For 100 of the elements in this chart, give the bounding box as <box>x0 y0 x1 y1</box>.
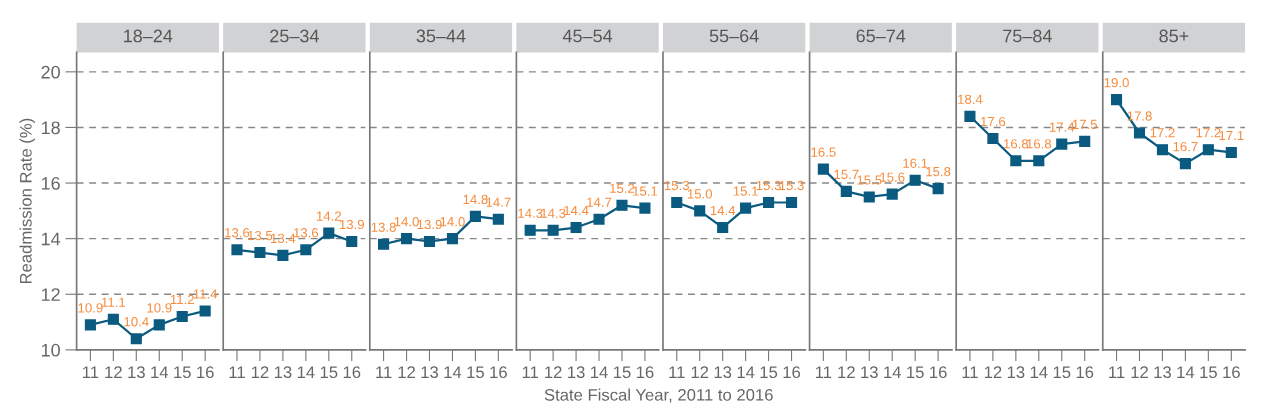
data-label: 13.9 <box>339 219 364 230</box>
x-tick-label: 14 <box>1177 366 1195 378</box>
point <box>1156 144 1168 156</box>
x-tick-label: 12 <box>691 366 709 378</box>
point <box>153 319 165 331</box>
point <box>964 110 976 122</box>
data-label: 14.4 <box>710 206 736 216</box>
chart-title: 45–54 <box>562 29 613 43</box>
chart-title: 55–64 <box>709 29 759 43</box>
x-tick-label: 15 <box>1053 366 1071 379</box>
data-label: 15.3 <box>756 180 781 191</box>
x-tick-label: 16 <box>636 366 654 379</box>
data-label: 17.2 <box>1150 128 1175 138</box>
data-label: 13.4 <box>271 233 296 244</box>
point <box>199 305 211 317</box>
y-axis-title: Readmission Rate (%) <box>19 118 35 284</box>
data-label: 19.0 <box>1104 77 1129 88</box>
x-tick-label: 14 <box>737 366 755 378</box>
data-label: 15.1 <box>633 186 658 196</box>
data-label: 14.2 <box>316 211 341 221</box>
point <box>909 174 921 186</box>
data-label: 10.9 <box>147 303 172 313</box>
point <box>400 233 413 245</box>
x-tick-label: 13 <box>421 366 439 379</box>
chart-title: 85+ <box>1159 29 1189 43</box>
point <box>763 196 775 209</box>
x-tick-label: 13 <box>128 366 145 379</box>
point <box>492 213 504 225</box>
data-label: 15.0 <box>687 189 713 199</box>
chart-title: 75–84 <box>1003 29 1052 43</box>
data-label: 14.4 <box>564 206 589 216</box>
x-tick-label: 12 <box>251 366 269 378</box>
x-tick-label: 16 <box>930 366 947 379</box>
point <box>593 213 605 225</box>
x-tick-label: 15 <box>467 366 484 379</box>
y-tick-label: 16 <box>41 176 60 190</box>
data-label: 13.9 <box>417 219 442 230</box>
data-label: 14.0 <box>440 216 465 227</box>
x-tick-label: 14 <box>297 366 315 378</box>
y-tick-label: 14 <box>41 232 61 246</box>
x-tick-label: 13 <box>1007 366 1025 379</box>
y-tick-label: 12 <box>41 288 60 301</box>
x-tick-label: 16 <box>343 366 361 379</box>
data-label: 11.4 <box>193 289 218 299</box>
data-label: 15.7 <box>834 169 859 180</box>
x-tick-label: 15 <box>760 366 778 379</box>
y-tick-label: 20 <box>41 65 60 79</box>
x-tick-label: 14 <box>591 366 608 378</box>
y-tick-label: 10 <box>41 343 60 357</box>
x-tick-label: 15 <box>320 366 338 379</box>
x-tick-label: 12 <box>105 366 122 378</box>
data-label: 17.2 <box>1196 128 1221 138</box>
chart-title: 18–24 <box>124 29 173 43</box>
point <box>1033 155 1045 167</box>
point <box>1079 135 1091 147</box>
x-tick-label: 12 <box>1131 366 1148 378</box>
x-tick-label: 11 <box>83 366 99 378</box>
point <box>346 235 358 247</box>
point <box>987 133 999 145</box>
x-tick-label: 13 <box>568 366 585 379</box>
x-tick-label: 16 <box>490 366 507 379</box>
point <box>1010 155 1022 167</box>
data-label: 14.8 <box>463 194 488 205</box>
data-label: 15.3 <box>664 180 690 191</box>
x-tick-label: 16 <box>1076 366 1094 379</box>
data-label: 18.4 <box>958 94 983 104</box>
x-tick-label: 14 <box>444 366 462 378</box>
point <box>932 183 944 195</box>
x-tick-label: 12 <box>984 366 1002 378</box>
x-tick-label: 11 <box>669 366 685 378</box>
x-tick-label: 15 <box>613 366 631 379</box>
point <box>717 221 729 234</box>
data-label: 15.8 <box>926 166 951 177</box>
data-label: 10.9 <box>78 303 103 313</box>
point <box>231 244 243 256</box>
point <box>524 224 536 236</box>
x-tick-label: 14 <box>151 366 169 378</box>
data-label: 14.7 <box>486 197 511 207</box>
point <box>671 196 683 209</box>
point <box>1225 146 1237 159</box>
y-tick-label: 18 <box>41 121 60 135</box>
x-tick-label: 12 <box>838 366 855 378</box>
data-label: 17.1 <box>1219 130 1244 141</box>
point <box>1202 144 1214 156</box>
chart-title: 25–34 <box>270 29 319 43</box>
x-tick-label: 14 <box>1030 366 1048 378</box>
x-tick-label: 16 <box>783 366 801 379</box>
x-tick-label: 15 <box>174 366 191 379</box>
point <box>740 202 752 214</box>
x-tick-label: 15 <box>1200 366 1217 379</box>
point <box>300 244 312 256</box>
point <box>785 196 798 209</box>
point <box>323 227 335 239</box>
point <box>1110 94 1123 106</box>
data-label: 11.2 <box>170 294 194 305</box>
x-axis-title: State Fiscal Year, 2011 to 2016 <box>544 388 773 403</box>
data-label: 13.6 <box>225 228 250 238</box>
point <box>176 310 188 323</box>
x-tick-label: 11 <box>376 366 392 378</box>
point <box>254 246 266 259</box>
